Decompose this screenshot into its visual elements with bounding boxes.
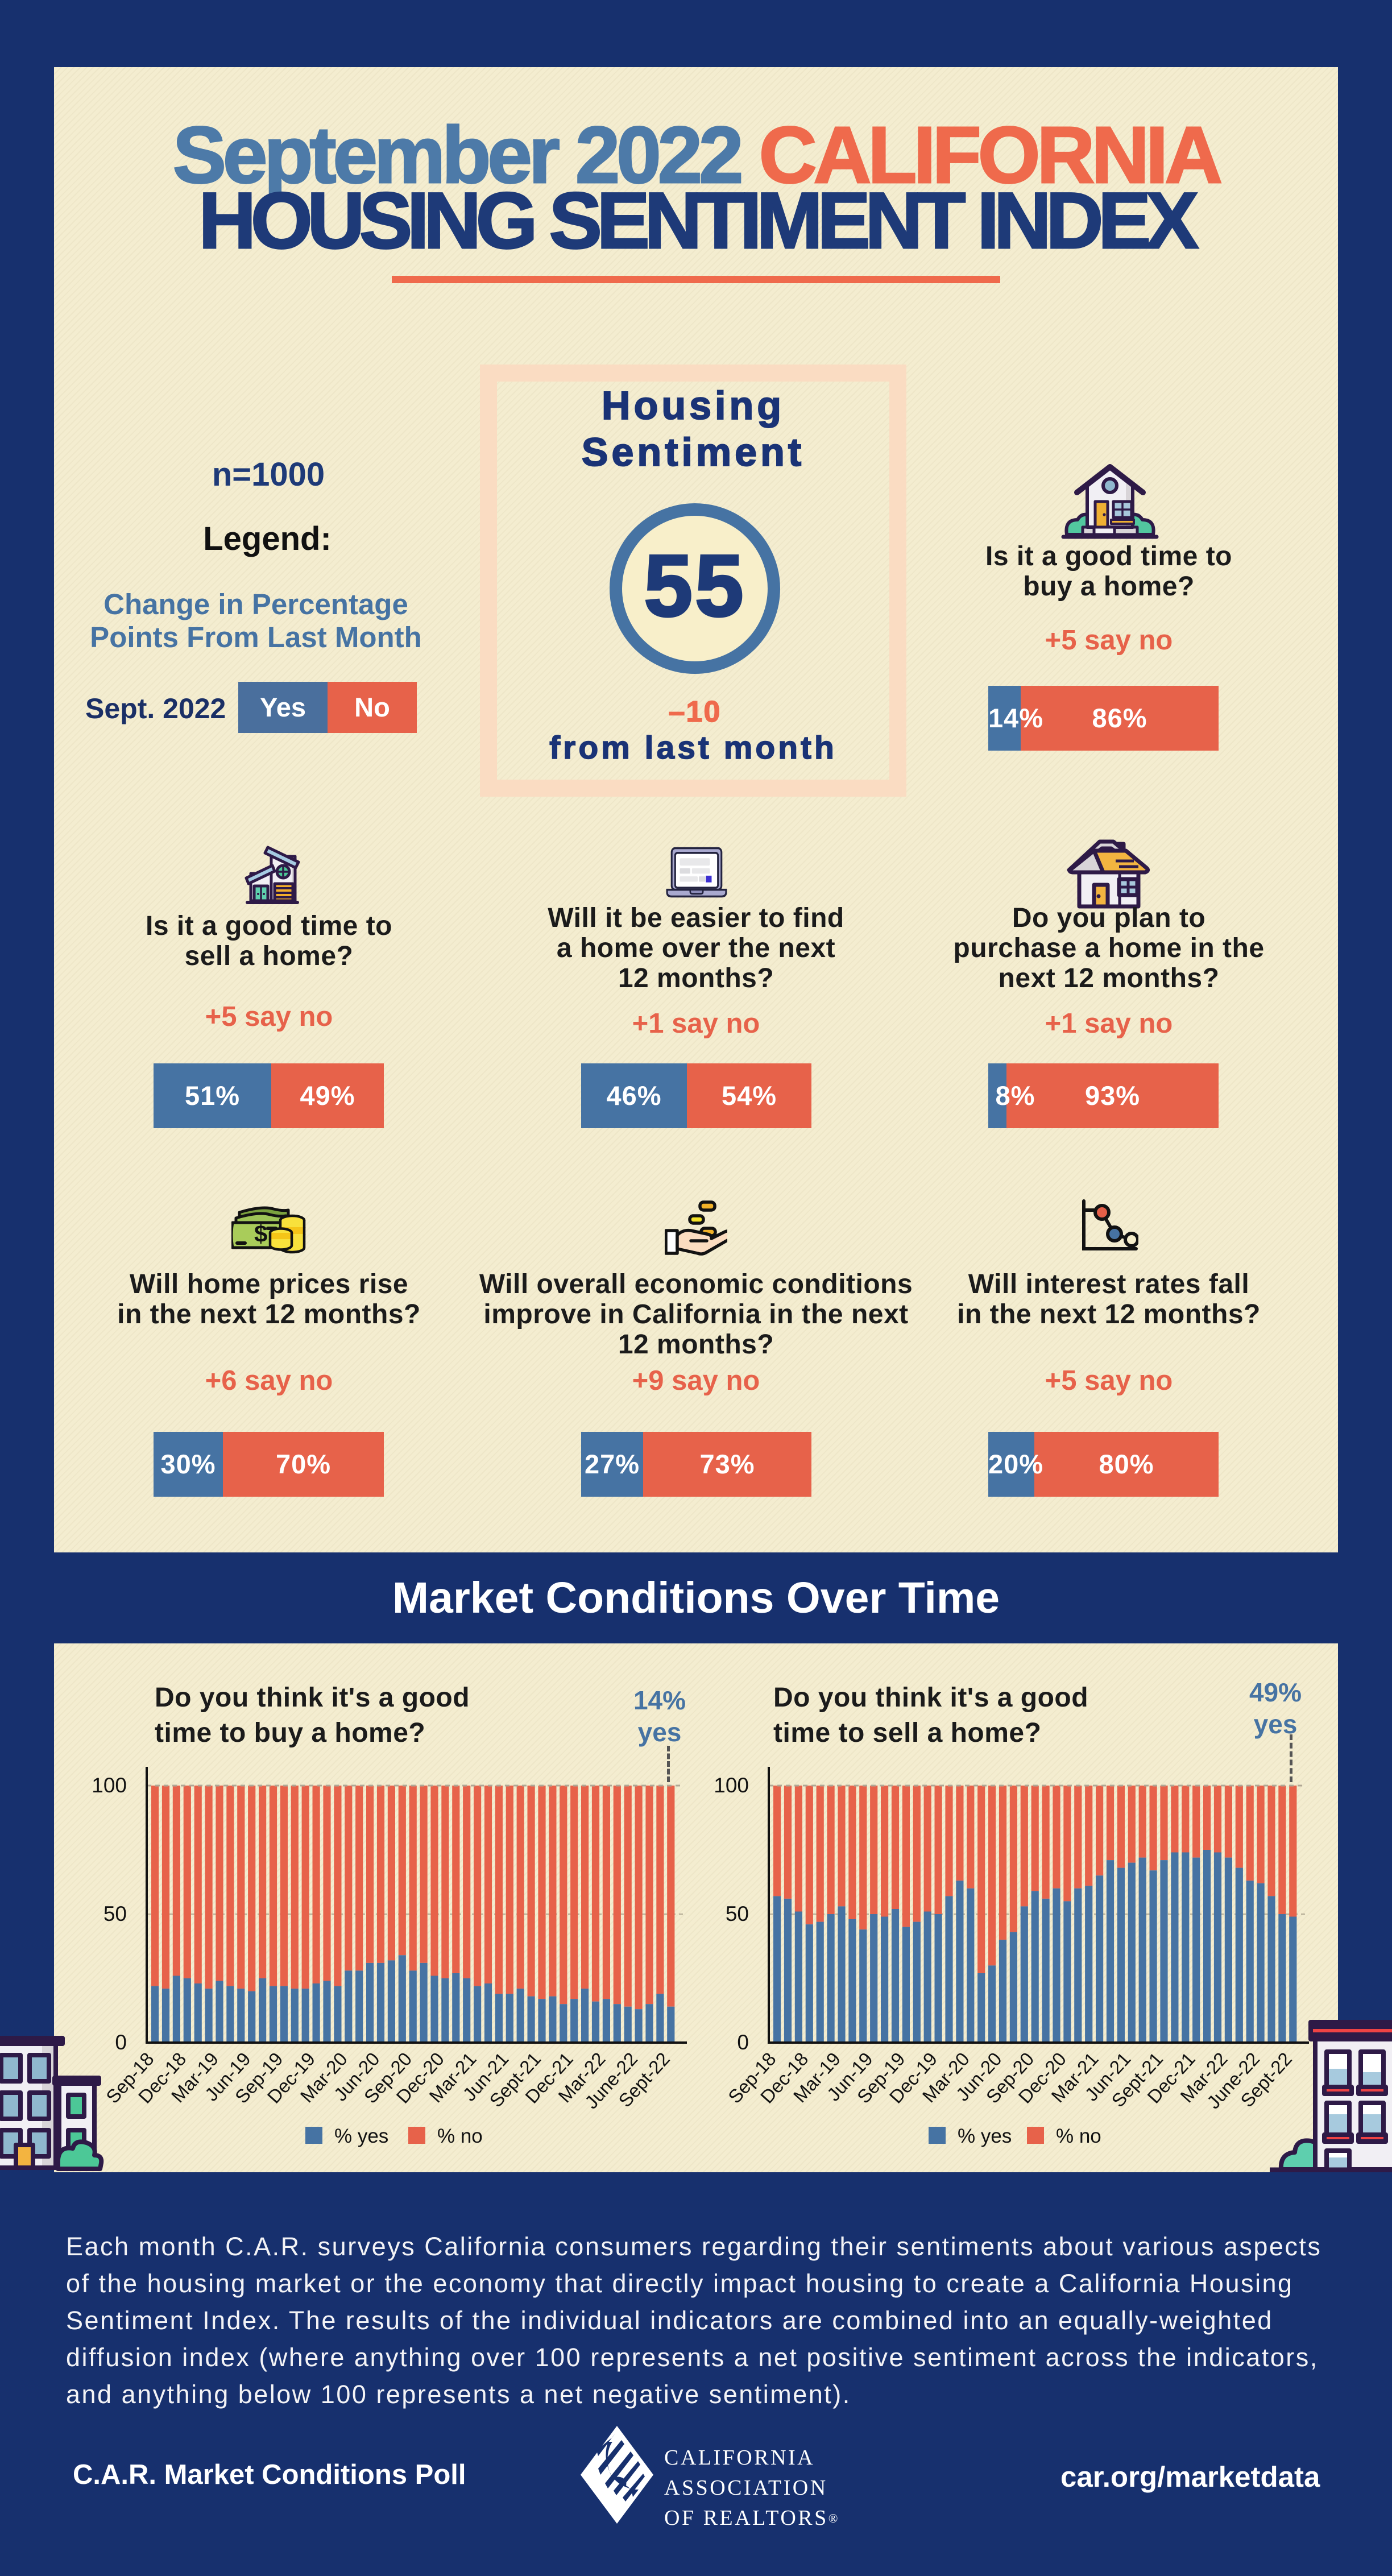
svg-text:100: 100	[714, 1774, 749, 1797]
svg-text:50: 50	[726, 1902, 749, 1925]
svg-text:$: $	[254, 1220, 267, 1247]
svg-text:0: 0	[115, 2031, 127, 2054]
svg-text:0: 0	[737, 2031, 749, 2054]
svg-text:100: 100	[92, 1774, 127, 1797]
svg-text:50: 50	[103, 1902, 127, 1925]
